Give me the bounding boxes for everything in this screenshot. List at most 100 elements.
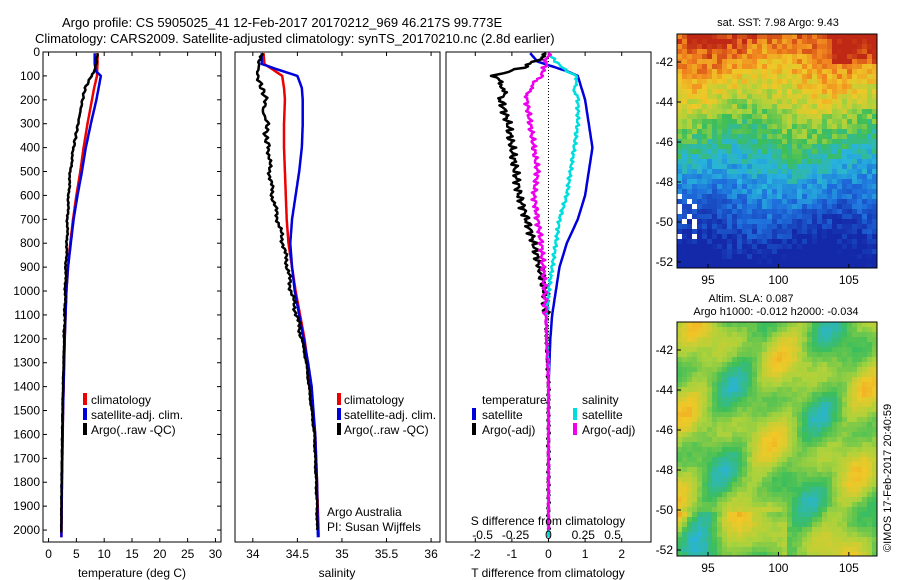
sla-cell (742, 482, 748, 488)
sla-cell (752, 372, 758, 378)
sst-cell (812, 134, 818, 140)
sla-cell (812, 407, 818, 413)
sst-cell (747, 174, 753, 180)
sst-cell (812, 184, 818, 190)
sla-cell (802, 512, 808, 518)
sst-cell (762, 234, 768, 240)
sst-cell (727, 234, 733, 240)
sst-cell (742, 209, 748, 215)
sst-cell (767, 194, 773, 200)
sla-cell (807, 477, 813, 483)
sla-cell (702, 407, 708, 413)
sla-cell (727, 392, 733, 398)
sst-cell (722, 124, 728, 130)
sla-cell (717, 322, 723, 328)
sla-cell (837, 487, 843, 493)
sst-cell (732, 179, 738, 185)
sst-cell (752, 199, 758, 205)
sla-cell (797, 527, 803, 533)
sst-cell (767, 199, 773, 205)
sst-cell (827, 79, 833, 85)
sst-cell (687, 79, 693, 85)
sla-cell (677, 537, 683, 543)
sla-cell (697, 367, 703, 373)
sst-cell (717, 144, 723, 150)
sst-cell (817, 109, 823, 115)
sla-cell (747, 407, 753, 413)
sst-cell (812, 84, 818, 90)
sla-cell (692, 407, 698, 413)
sst-cell (872, 59, 877, 65)
sla-cell (737, 327, 743, 333)
sst-cell (802, 229, 808, 235)
sst-cell (822, 124, 828, 130)
sst-cell (787, 99, 793, 105)
sla-cell (702, 462, 708, 468)
sla-cell (772, 382, 778, 388)
sst-cell (802, 249, 808, 255)
sla-cell (817, 367, 823, 373)
sst-cell (857, 129, 863, 135)
sla-cell (787, 437, 793, 443)
sla-cell (832, 372, 838, 378)
sst-cell (822, 229, 828, 235)
sst-cell (687, 204, 693, 210)
sst-cell (807, 244, 813, 250)
sla-cell (797, 452, 803, 458)
sla-cell (677, 432, 683, 438)
sst-cell (777, 114, 783, 120)
sla-cell (717, 427, 723, 433)
sla-cell (692, 357, 698, 363)
sst-cell (847, 44, 853, 50)
sst-cell (777, 84, 783, 90)
sla-cell (777, 422, 783, 428)
sst-cell (802, 159, 808, 165)
sla-cell (717, 547, 723, 553)
sst-cell (852, 114, 858, 120)
sla-cell (822, 397, 828, 403)
sst-cell (682, 259, 688, 265)
sst-cell (747, 64, 753, 70)
sla-cell (677, 522, 683, 528)
sla-cell (757, 482, 763, 488)
sla-cell (832, 497, 838, 503)
sst-cell (842, 144, 848, 150)
sla-cell (807, 507, 813, 513)
sst-cell (867, 149, 873, 155)
sst-cell (767, 244, 773, 250)
sst-cell (687, 144, 693, 150)
sst-cell (842, 184, 848, 190)
sla-cell (732, 552, 738, 556)
sst-cell (777, 134, 783, 140)
sla-cell (847, 492, 853, 498)
sst-cell (812, 209, 818, 215)
sst-cell (802, 134, 808, 140)
sla-cell (797, 332, 803, 338)
sst-cell (682, 159, 688, 165)
sla-cell (682, 382, 688, 388)
sst-cell (872, 219, 877, 225)
sst-cell (782, 134, 788, 140)
sla-cell (767, 427, 773, 433)
sst-cell (732, 94, 738, 100)
sst-cell (702, 54, 708, 60)
sst-cell (752, 254, 758, 260)
sla-cell (847, 442, 853, 448)
sla-cell (712, 457, 718, 463)
sst-cell (827, 154, 833, 160)
sst-cell (762, 204, 768, 210)
sst-cell (712, 34, 718, 40)
sla-cell (822, 527, 828, 533)
figure-title-line2: Climatology: CARS2009. Satellite-adjuste… (35, 31, 555, 46)
sla-cell (822, 517, 828, 523)
sst-cell (687, 34, 693, 40)
sla-cell (872, 477, 877, 483)
sla-cell (752, 332, 758, 338)
sst-cell (712, 134, 718, 140)
sla-cell (837, 502, 843, 508)
sla-cell (787, 487, 793, 493)
sst-cell (717, 264, 723, 268)
salinity-legend: climatology satellite-adj. clim. Argo(..… (337, 393, 436, 437)
sst-cell (847, 244, 853, 250)
sst-cell (817, 79, 823, 85)
